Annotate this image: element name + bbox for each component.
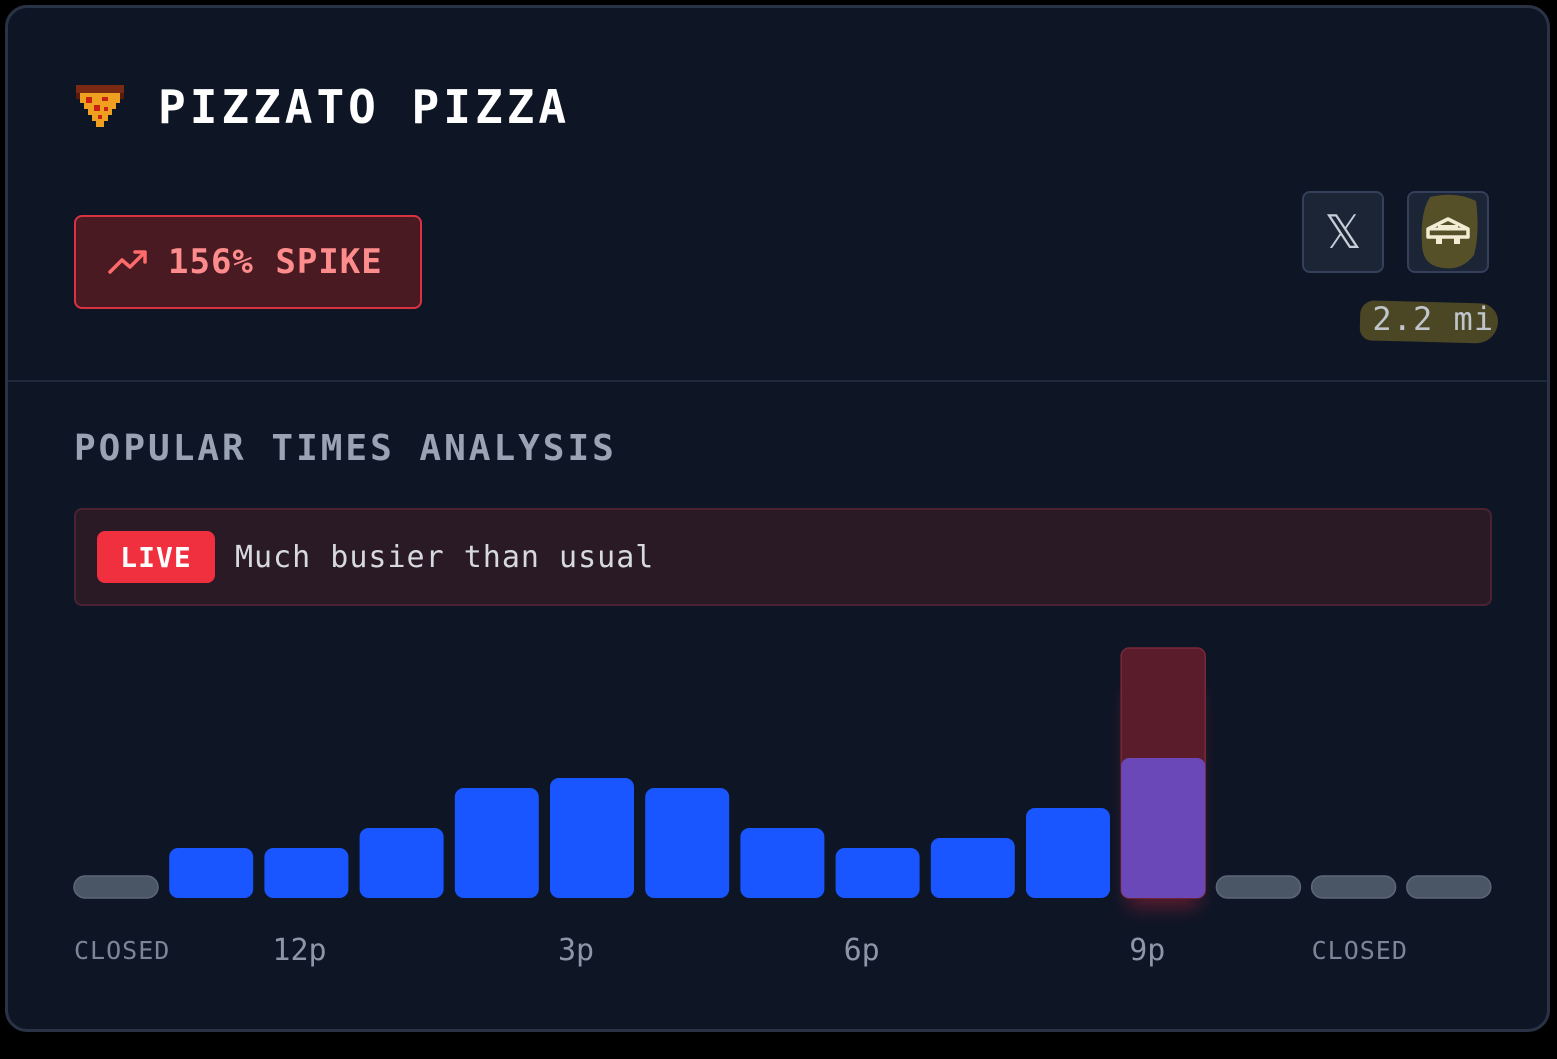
spike-text: 156% SPIKE (168, 242, 383, 282)
tick-label: 12p (272, 933, 327, 968)
tick-label: 6p (843, 933, 880, 968)
tick-label: 3p (558, 933, 595, 968)
bar[interactable] (645, 788, 730, 898)
live-status-text: Much busier than usual (235, 539, 655, 575)
bar-closed[interactable] (1406, 875, 1492, 899)
x-share-button[interactable]: 𝕏 (1302, 191, 1384, 273)
live-badge: LIVE (97, 531, 215, 583)
distance-readout: 2.2 mi (1359, 298, 1500, 344)
distance-text: 2.2 mi (1372, 300, 1494, 338)
title-row: PIZZATO PIZZA (74, 80, 570, 134)
bar[interactable] (550, 778, 634, 898)
bar-closed[interactable] (1310, 875, 1397, 899)
bar[interactable] (169, 848, 254, 898)
x-logo-icon: 𝕏 (1324, 205, 1362, 259)
bar[interactable] (1026, 808, 1110, 898)
live-bar-usual[interactable] (1121, 758, 1206, 898)
tick-label: CLOSED (1311, 936, 1408, 965)
bar[interactable] (740, 828, 825, 898)
live-status-panel: LIVE Much busier than usual (74, 508, 1492, 606)
spike-badge: 156% SPIKE (74, 215, 422, 309)
bar[interactable] (359, 828, 444, 898)
place-card: PIZZATO PIZZA 156% SPIKE 𝕏 (5, 5, 1550, 1032)
map-button[interactable] (1407, 191, 1489, 273)
card-header: PIZZATO PIZZA 156% SPIKE 𝕏 (8, 8, 1547, 382)
bar[interactable] (930, 838, 1015, 898)
tick-label: 9p (1129, 933, 1166, 968)
bar[interactable] (835, 848, 920, 898)
bar-closed[interactable] (73, 875, 159, 899)
tick-label: CLOSED (74, 936, 171, 965)
map-icon (1421, 194, 1478, 269)
bar[interactable] (454, 788, 539, 898)
place-name: PIZZATO PIZZA (158, 80, 571, 134)
popular-times-chart (73, 647, 1492, 908)
bar[interactable] (264, 848, 349, 898)
pizza-slice-icon (76, 85, 124, 127)
bar-closed[interactable] (1215, 875, 1302, 899)
trending-up-icon (108, 250, 147, 274)
section-title: POPULAR TIMES ANALYSIS (74, 428, 617, 469)
